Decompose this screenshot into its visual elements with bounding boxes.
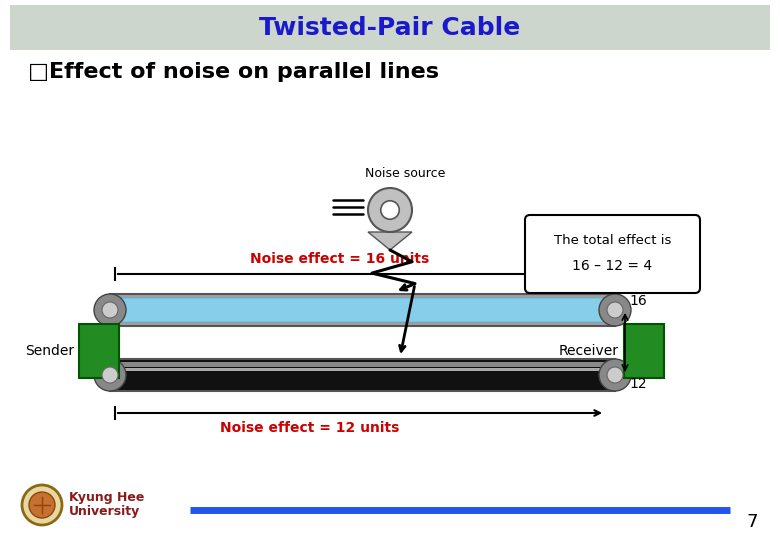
Text: 16: 16 [629, 294, 647, 308]
Text: Receiver: Receiver [559, 344, 619, 358]
Text: 12: 12 [629, 377, 647, 391]
FancyBboxPatch shape [110, 294, 615, 326]
FancyBboxPatch shape [525, 215, 700, 293]
Text: Twisted-Pair Cable: Twisted-Pair Cable [260, 16, 520, 40]
Text: University: University [69, 505, 140, 518]
Text: Noise effect = 16 units: Noise effect = 16 units [250, 252, 429, 266]
Circle shape [22, 485, 62, 525]
FancyBboxPatch shape [10, 5, 770, 50]
FancyBboxPatch shape [79, 324, 119, 378]
Circle shape [599, 294, 631, 326]
FancyBboxPatch shape [114, 362, 611, 367]
Text: Noise source: Noise source [365, 167, 445, 180]
FancyBboxPatch shape [110, 359, 615, 391]
Text: The total effect is: The total effect is [554, 233, 671, 246]
Polygon shape [368, 232, 412, 250]
Text: Kyung Hee: Kyung Hee [69, 491, 144, 504]
FancyBboxPatch shape [114, 298, 611, 322]
Text: 16 – 12 = 4: 16 – 12 = 4 [573, 259, 653, 273]
Text: Noise effect = 12 units: Noise effect = 12 units [220, 421, 399, 435]
Text: 7: 7 [746, 513, 757, 531]
Circle shape [94, 294, 126, 326]
Circle shape [607, 367, 623, 383]
Circle shape [599, 359, 631, 391]
Circle shape [368, 188, 412, 232]
Circle shape [102, 367, 118, 383]
Text: □Effect of noise on parallel lines: □Effect of noise on parallel lines [28, 62, 439, 82]
Circle shape [102, 302, 118, 318]
Text: Sender: Sender [25, 344, 74, 358]
Circle shape [94, 359, 126, 391]
Circle shape [381, 201, 399, 219]
FancyBboxPatch shape [114, 368, 611, 371]
Circle shape [29, 492, 55, 518]
FancyBboxPatch shape [624, 324, 664, 378]
Circle shape [607, 302, 623, 318]
